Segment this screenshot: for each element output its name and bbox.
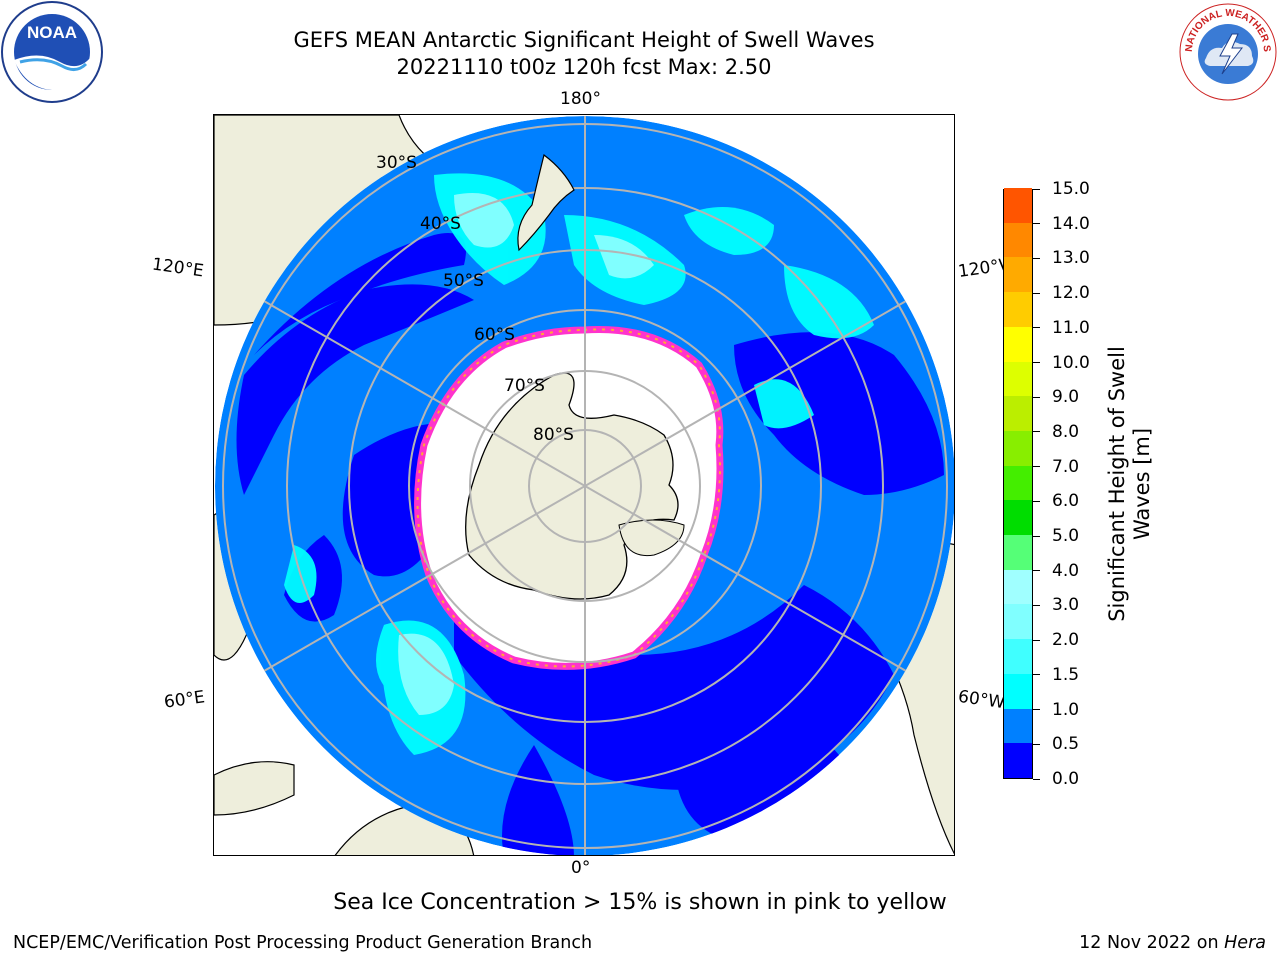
colorbar-segment [1004,742,1032,778]
colorbar-title: Significant Height of Swell Waves [m] [1105,346,1155,622]
land-new-zealand [517,153,575,252]
colorbar-tick [1033,396,1040,398]
colorbar-segment [1004,291,1032,327]
sea-ice-note: Sea Ice Concentration > 15% is shown in … [333,890,947,915]
lon-label-120e: 120°E [150,254,205,282]
noaa-logo-text: NOAA [27,23,77,42]
colorbar-segment [1004,326,1032,362]
colorbar-tick [1033,778,1040,780]
lat-label-60s: 60°S [474,325,515,345]
lat-label-70s: 70°S [504,376,545,396]
colorbar-tick [1033,674,1040,676]
colorbar-tick-label: 15.0 [1052,179,1090,199]
colorbar-tick [1033,604,1040,606]
colorbar-tick-label: 3.0 [1052,595,1080,616]
colorbar-segment [1004,395,1032,431]
swell-peak [398,193,654,715]
colorbar-tick [1033,431,1040,433]
colorbar-tick-label: 4.0 [1052,560,1080,581]
lon-label-0: 0° [571,858,591,878]
colorbar-tick [1033,709,1040,711]
colorbar-tick-label: 1.0 [1052,699,1080,720]
colorbar-title-line1: Significant Height of Swell [1105,346,1129,622]
colorbar-segment [1004,187,1032,223]
colorbar-tick [1033,223,1040,225]
colorbar-tick [1033,292,1040,294]
colorbar-tick-label: 5.0 [1052,526,1080,547]
colorbar-tick-label: 7.0 [1052,456,1080,477]
colorbar-segment [1004,569,1032,605]
colorbar-tick-label: 2.0 [1052,630,1080,651]
colorbar-segment [1004,430,1032,466]
colorbar-segment [1004,499,1032,536]
colorbar-tick-label: 1.5 [1052,664,1080,685]
polar-map [213,114,955,856]
colorbar-tick [1033,500,1040,502]
colorbar-tick-label: 6.0 [1052,491,1080,512]
colorbar-tick [1033,362,1040,364]
colorbar [1003,187,1033,779]
colorbar-tick [1033,639,1040,641]
lon-label-180: 180° [560,89,601,109]
chart-title: GEFS MEAN Antarctic Significant Height o… [293,28,875,52]
chart-subtitle: 20221110 t00z 120h fcst Max: 2.50 [396,55,772,79]
colorbar-segment [1004,256,1032,293]
colorbar-tick [1033,327,1040,329]
footer-branch: NCEP/EMC/Verification Post Processing Pr… [13,933,593,953]
lat-label-40s: 40°S [420,214,461,234]
colorbar-tick-label: 10.0 [1052,352,1090,373]
nws-logo: NATIONAL WEATHER SERVICE [1172,0,1280,104]
colorbar-segment [1004,673,1032,709]
colorbar-tick-label: 11.0 [1052,317,1090,338]
colorbar-segment [1004,222,1032,258]
colorbar-tick-label: 0.0 [1052,769,1080,789]
swell-low [236,233,944,855]
lat-label-80s: 80°S [533,425,574,445]
lat-label-30s: 30°S [376,153,417,173]
colorbar-tick [1033,743,1040,745]
colorbar-tick-label: 13.0 [1052,248,1090,269]
colorbar-tick [1033,535,1040,537]
lon-label-60w: 60°W [956,686,1007,714]
colorbar-tick [1033,188,1040,190]
footer-host: Hera [1224,933,1266,953]
colorbar-segment [1004,603,1032,640]
colorbar-segment [1004,534,1032,570]
colorbar-title-line2: Waves [m] [1130,427,1154,541]
graticule [222,116,948,855]
colorbar-tick [1033,257,1040,259]
colorbar-tick-label: 0.5 [1052,734,1080,755]
lat-label-50s: 50°S [443,271,484,291]
colorbar-tick-label: 14.0 [1052,213,1090,234]
colorbar-segment [1004,465,1032,501]
colorbar-tick-label: 9.0 [1052,387,1080,408]
colorbar-tick-label: 8.0 [1052,421,1080,442]
footer-date-text: 12 Nov 2022 on [1079,933,1219,953]
colorbar-segment [1004,638,1032,674]
colorbar-segment [1004,708,1032,744]
colorbar-segment [1004,361,1032,397]
noaa-logo: NOAA [0,0,104,104]
footer-date: 12 Nov 2022 on Hera [1079,933,1266,953]
colorbar-tick [1033,570,1040,572]
colorbar-tick [1033,466,1040,468]
colorbar-tick-label: 12.0 [1052,283,1090,304]
lon-label-60e: 60°E [162,687,207,713]
